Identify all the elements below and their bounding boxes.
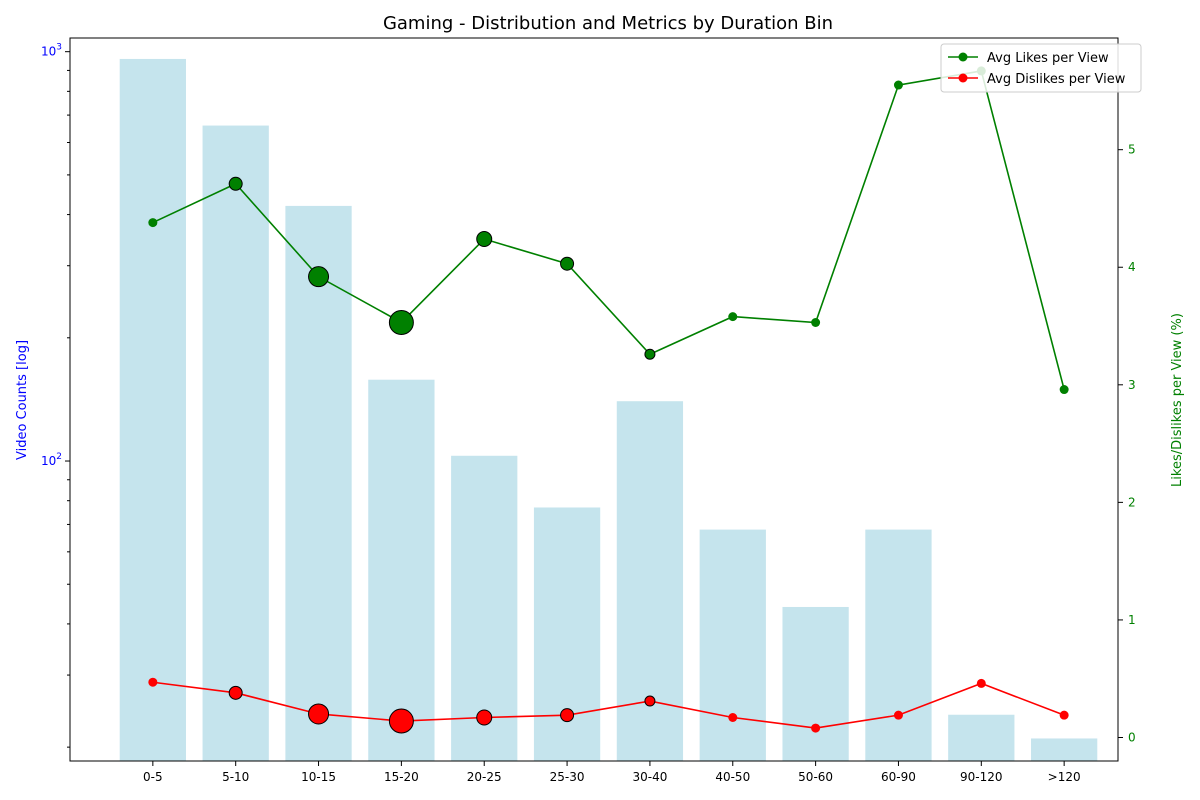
x-tick-label-5: 25-30 [550, 770, 585, 784]
x-axis: 0-5 5-10 10-15 15-20 20-25 25-30 30-40 40-50 50-… [143, 761, 1081, 784]
legend-label-dislikes: Avg Dislikes per View [987, 72, 1126, 87]
series-0-size-marker-4 [476, 231, 493, 248]
series-1-size-marker-5 [560, 708, 575, 723]
right-tick-label-5: 5 [1128, 143, 1136, 157]
series-0-point-9 [893, 80, 903, 90]
series-1-point-11 [1059, 710, 1069, 720]
legend-box [940, 43, 1142, 93]
x-tick-label-1: 5-10 [222, 770, 249, 784]
x-tick-label-0: 0-5 [143, 770, 163, 784]
plot-frame [69, 37, 1119, 762]
right-tick-label-0: 0 [1128, 730, 1136, 744]
x-tick-label-2: 10-15 [301, 770, 336, 784]
bar-11 [1031, 738, 1098, 761]
series-0-size-marker-3 [388, 309, 414, 335]
series-1-point-0 [148, 677, 158, 687]
series-0-point-0 [148, 218, 158, 228]
x-tick-label-4: 20-25 [467, 770, 502, 784]
bar-2 [285, 205, 352, 761]
series-1-size-marker-4 [476, 709, 493, 726]
right-tick-label-1: 1 [1128, 613, 1136, 627]
series-0-size-marker-5 [560, 256, 575, 271]
series-1-point-9 [893, 710, 903, 720]
left-tick-label-1: 103 [41, 43, 62, 59]
right-tick-label-2: 2 [1128, 495, 1136, 509]
series-0-point-7 [728, 312, 738, 322]
series-1-point-8 [811, 723, 821, 733]
legend-marker-likes [958, 52, 968, 62]
legend-label-likes: Avg Likes per View [987, 51, 1109, 66]
legend: Avg Likes per View Avg Dislikes per View [940, 43, 1142, 93]
left-axis-label: Video Counts [log] [15, 340, 30, 460]
bar-8 [782, 606, 849, 761]
series-1-size-marker-3 [388, 708, 414, 734]
x-tick-label-11: >120 [1048, 770, 1081, 784]
right-tick-label-3: 3 [1128, 378, 1136, 392]
bar-9 [865, 529, 932, 761]
right-axis-label: Likes/Dislikes per View (%) [1170, 313, 1185, 487]
series-0-point-11 [1059, 385, 1069, 395]
line-layer [148, 66, 1069, 734]
bar-1 [202, 125, 269, 761]
bar-layer [119, 58, 1098, 761]
series-1-size-marker-1 [228, 685, 243, 700]
right-tick-label-4: 4 [1128, 260, 1136, 274]
x-tick-label-6: 30-40 [632, 770, 667, 784]
chart-title: Gaming - Distribution and Metrics by Dur… [383, 13, 833, 34]
series-0-size-marker-6 [644, 348, 656, 360]
bar-6 [616, 401, 684, 761]
x-tick-label-3: 15-20 [384, 770, 419, 784]
bar-5 [533, 507, 601, 761]
left-axis: 102 103 [41, 43, 70, 748]
series-0-size-marker-1 [228, 176, 243, 191]
series-1-point-10 [976, 678, 986, 688]
bar-0 [119, 58, 186, 761]
left-tick-label-0: 102 [41, 452, 62, 468]
series-1-size-marker-2 [308, 703, 330, 725]
x-tick-label-8: 50-60 [798, 770, 833, 784]
x-tick-label-10: 90-120 [960, 770, 1003, 784]
series-line-1 [152, 681, 1065, 729]
legend-marker-dislikes [958, 73, 968, 83]
x-tick-label-7: 40-50 [715, 770, 750, 784]
series-0-size-marker-2 [308, 266, 330, 288]
right-axis: 0 1 2 3 4 5 [1118, 143, 1136, 744]
bar-10 [948, 714, 1015, 761]
series-1-size-marker-6 [644, 695, 656, 707]
series-line-0 [152, 70, 1065, 390]
bar-7 [699, 529, 766, 761]
x-tick-label-9: 60-90 [881, 770, 916, 784]
series-0-point-8 [811, 317, 821, 327]
series-1-point-7 [728, 713, 738, 723]
bar-3 [368, 379, 435, 761]
